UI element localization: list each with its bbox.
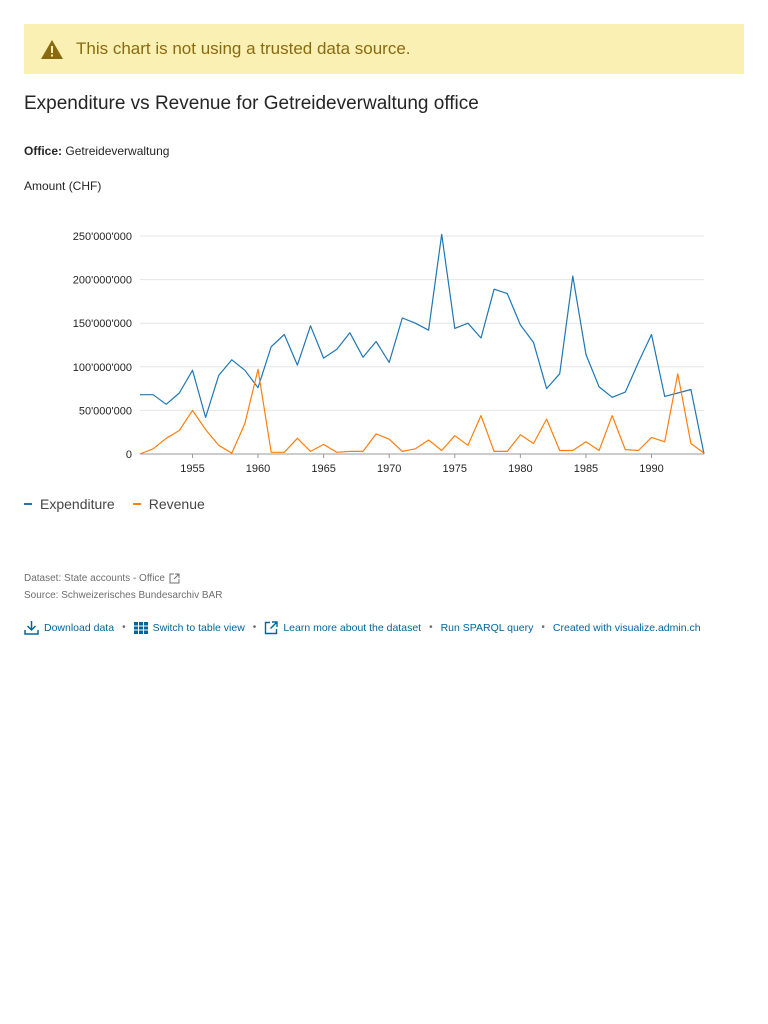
untrusted-source-warning: This chart is not using a trusted data s… (24, 24, 744, 74)
warning-icon (41, 39, 63, 59)
footer-separator: • (541, 622, 545, 633)
legend-label-expenditure: Expenditure (40, 496, 115, 512)
x-tick-label: 1980 (508, 463, 532, 475)
line-chart: 0 50'000'000 100'000'000 150'000'000 200'000… (73, 231, 705, 475)
series-line-revenue (139, 368, 705, 455)
x-tick-label: 1960 (246, 463, 270, 475)
legend-swatch-revenue (132, 503, 141, 505)
dataset-info[interactable]: Dataset: State accounts - Office (24, 573, 180, 584)
learn-more-label: Learn more about the dataset (283, 621, 422, 634)
created-with-label: Created with visualize.admin.ch (552, 621, 701, 634)
legend: Expenditure Revenue (24, 496, 223, 512)
y-tick-label: 0 (126, 449, 132, 461)
download-icon (24, 621, 39, 635)
chart-footer: Download data • Switch to table view • L… (24, 620, 701, 635)
y-tick-label: 250'000'000 (73, 231, 132, 243)
y-tick-label: 200'000'000 (73, 275, 132, 287)
legend-label-revenue: Revenue (148, 496, 205, 512)
dataset-link[interactable]: Dataset: State accounts - Office (24, 573, 165, 584)
download-data-link[interactable]: Download data (24, 620, 114, 635)
table-view-label: Switch to table view (152, 621, 245, 634)
filter-value: Getreideverwaltung (65, 144, 170, 158)
legend-item-expenditure: Expenditure (24, 496, 115, 512)
footer-separator: • (252, 622, 257, 633)
office-filter: Office: Getreideverwaltung (24, 144, 169, 158)
external-link-icon (265, 620, 279, 634)
source-info: Source: Schweizerisches Bundesarchiv BAR (24, 590, 223, 601)
warning-text: This chart is not using a trusted data s… (76, 39, 411, 58)
learn-more-link[interactable]: Learn more about the dataset (264, 620, 422, 635)
x-tick-label: 1965 (311, 463, 335, 475)
sparql-label: Run SPARQL query (440, 621, 534, 634)
table-view-link[interactable]: Switch to table view (133, 621, 245, 634)
y-tick-label: 150'000'000 (73, 318, 132, 330)
y-tick-label: 50'000'000 (79, 405, 132, 417)
x-tick-label: 1975 (443, 463, 467, 475)
external-link-icon (169, 573, 180, 584)
x-tick-label: 1985 (574, 463, 598, 475)
y-axis-title: Amount (CHF) (24, 179, 102, 193)
sparql-link[interactable]: Run SPARQL query (441, 622, 534, 634)
x-tick-label: 1970 (377, 463, 401, 475)
created-with-link[interactable]: Created with visualize.admin.ch (553, 622, 701, 634)
y-tick-label: 100'000'000 (73, 362, 132, 374)
legend-swatch-expenditure (24, 503, 32, 505)
x-tick-label: 1990 (639, 463, 663, 475)
footer-separator: • (122, 622, 126, 633)
footer-separator: • (429, 622, 433, 633)
table-icon (133, 621, 148, 634)
chart-title: Expenditure vs Revenue for Getreideverwa… (24, 93, 479, 114)
download-data-label: Download data (44, 621, 115, 634)
series-line-expenditure (140, 233, 705, 455)
legend-item-revenue: Revenue (132, 496, 205, 512)
filter-label: Office: (24, 144, 63, 158)
x-tick-label: 1955 (180, 463, 204, 475)
